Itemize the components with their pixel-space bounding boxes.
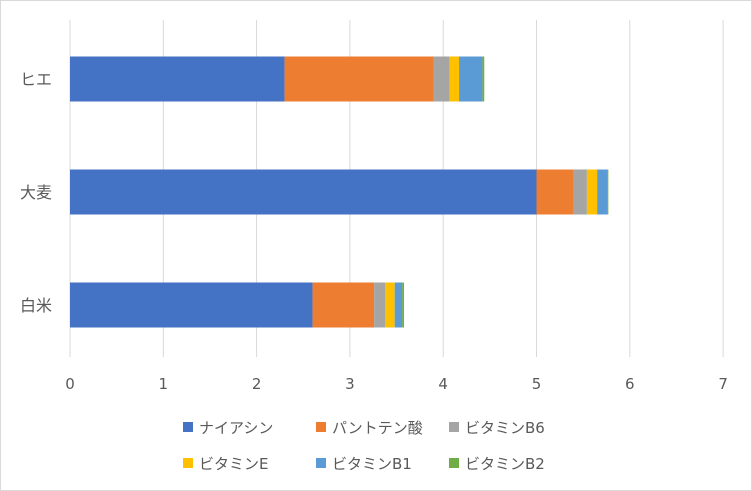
bars bbox=[70, 56, 609, 328]
x-tick-label: 1 bbox=[159, 375, 169, 393]
legend-swatch bbox=[183, 422, 193, 432]
bar-segment bbox=[70, 169, 537, 215]
bar-segment bbox=[312, 282, 375, 328]
category-label: 白米 bbox=[20, 296, 52, 315]
legend-label: ビタミンB2 bbox=[465, 455, 545, 473]
x-tick-label: 2 bbox=[252, 375, 262, 393]
x-axis-ticks: 0 1 2 3 4 5 6 7 bbox=[65, 375, 728, 393]
legend-label: パントテン酸 bbox=[332, 419, 423, 437]
bar-segment bbox=[374, 282, 386, 328]
x-tick-label: 0 bbox=[65, 375, 75, 393]
bar-segment bbox=[449, 56, 460, 102]
bar-segment bbox=[573, 169, 587, 215]
bar-segment bbox=[586, 169, 598, 215]
category-label: ヒエ bbox=[20, 70, 52, 89]
legend-swatch bbox=[316, 422, 326, 432]
x-tick-label: 6 bbox=[625, 375, 635, 393]
bar-segment bbox=[70, 282, 313, 328]
x-tick-label: 3 bbox=[345, 375, 355, 393]
legend-swatch bbox=[449, 458, 459, 468]
bar-segment bbox=[536, 169, 574, 215]
x-tick-label: 5 bbox=[532, 375, 542, 393]
legend-swatch bbox=[316, 458, 326, 468]
bar-segment bbox=[433, 56, 450, 102]
bar-segment bbox=[70, 56, 285, 102]
legend-label: ビタミンE bbox=[199, 455, 268, 473]
legend-swatch bbox=[183, 458, 193, 468]
category-label: 大麦 bbox=[20, 183, 52, 202]
bar-segment bbox=[482, 56, 485, 102]
x-tick-label: 7 bbox=[718, 375, 728, 393]
bar-segment bbox=[385, 282, 395, 328]
legend-label: ナイアシン bbox=[199, 419, 273, 437]
bar-segment bbox=[607, 169, 609, 215]
legend: ナイアシン パントテン酸 ビタミンB6 ビタミンE ビタミンB1 ビタミンB2 bbox=[183, 419, 545, 473]
bar-segment bbox=[284, 56, 434, 102]
legend-label: ビタミンB6 bbox=[465, 419, 545, 437]
legend-swatch bbox=[449, 422, 459, 432]
bar-segment bbox=[394, 282, 403, 328]
bar-segment bbox=[597, 169, 608, 215]
x-tick-label: 4 bbox=[438, 375, 448, 393]
bar-segment bbox=[459, 56, 483, 102]
legend-label: ビタミンB1 bbox=[332, 455, 412, 473]
bar-segment bbox=[402, 282, 405, 328]
